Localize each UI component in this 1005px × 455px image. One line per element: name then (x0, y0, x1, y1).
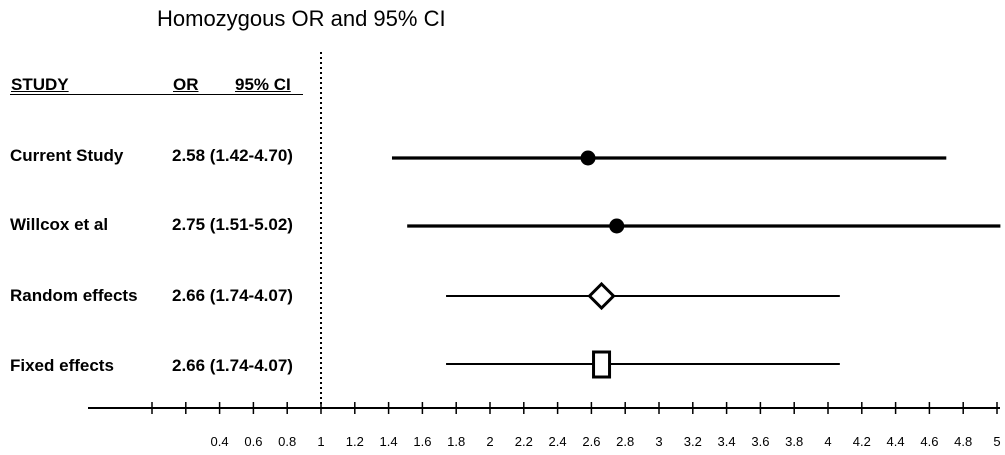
or-ci-label-willcox: 2.75 (1.51-5.02) (172, 215, 293, 234)
x-tick-label: 4 (824, 434, 831, 449)
x-tick-label: 4.6 (920, 434, 938, 449)
x-tick-label: 1.2 (346, 434, 364, 449)
x-tick-label: 3.2 (684, 434, 702, 449)
study-label-fixed-effects: Fixed effects (10, 356, 114, 375)
x-tick-label: 3.6 (751, 434, 769, 449)
x-tick-label: 1 (317, 434, 324, 449)
study-label-willcox: Willcox et al (10, 215, 109, 234)
column-header-ci: 95% CI (235, 75, 291, 94)
point-estimate-circle (580, 150, 596, 166)
or-ci-label-random-effects: 2.66 (1.74-4.07) (172, 286, 293, 305)
x-tick-label: 0.4 (211, 434, 229, 449)
or-ci-label-current-study: 2.58 (1.42-4.70) (172, 146, 293, 165)
x-tick-label: 4.2 (853, 434, 871, 449)
x-tick-label: 3.8 (785, 434, 803, 449)
column-header-or: OR (173, 75, 199, 94)
x-tick-label: 3.4 (718, 434, 736, 449)
x-tick-label: 3 (655, 434, 662, 449)
x-tick-label: 4.4 (887, 434, 905, 449)
study-label-current-study: Current Study (10, 146, 124, 165)
header-underline (10, 94, 303, 95)
x-tick-label: 2.8 (616, 434, 634, 449)
x-tick-label: 1.6 (413, 434, 431, 449)
x-tick-label: 0.8 (278, 434, 296, 449)
x-tick-label: 2 (486, 434, 493, 449)
x-tick-label: 5 (993, 434, 1000, 449)
x-tick-label: 2.4 (549, 434, 567, 449)
pooled-estimate-diamond (587, 281, 616, 311)
x-tick-label: 1.4 (380, 434, 398, 449)
study-label-random-effects: Random effects (10, 286, 138, 305)
x-tick-label: 0.6 (244, 434, 262, 449)
x-tick-label: 1.8 (447, 434, 465, 449)
pooled-estimate-square (592, 350, 612, 379)
x-tick-label: 2.2 (515, 434, 533, 449)
column-header-study: STUDY (11, 75, 69, 94)
x-tick-label: 4.8 (954, 434, 972, 449)
point-estimate-circle (609, 218, 625, 234)
chart-title: Homozygous OR and 95% CI (157, 6, 446, 31)
or-ci-label-fixed-effects: 2.66 (1.74-4.07) (172, 356, 293, 375)
x-tick-label: 2.6 (582, 434, 600, 449)
